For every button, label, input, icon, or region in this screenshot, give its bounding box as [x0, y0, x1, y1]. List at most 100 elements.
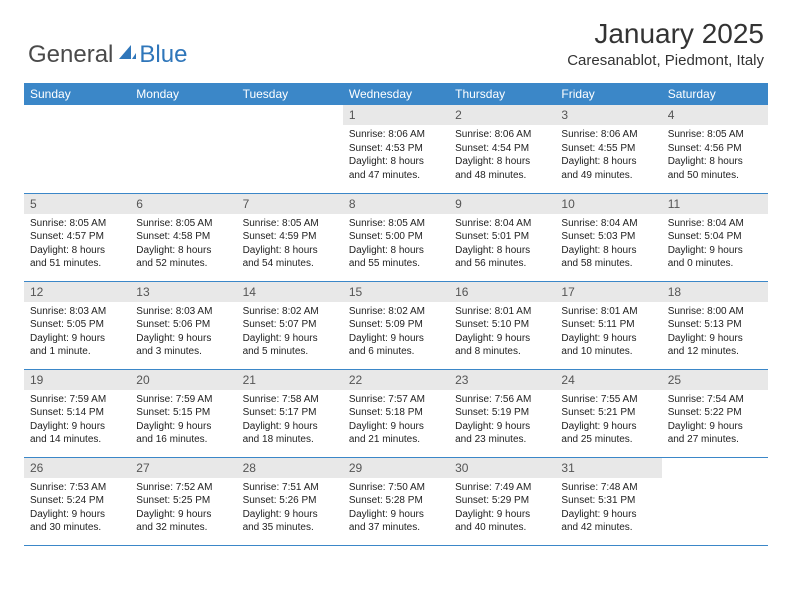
calendar-day-cell: 28Sunrise: 7:51 AMSunset: 5:26 PMDayligh…	[237, 457, 343, 545]
logo: General Blue	[28, 41, 187, 69]
daylight-text-2: and 32 minutes.	[136, 521, 230, 535]
day-details: Sunrise: 7:49 AMSunset: 5:29 PMDaylight:…	[449, 478, 555, 538]
calendar-day-cell: 31Sunrise: 7:48 AMSunset: 5:31 PMDayligh…	[555, 457, 661, 545]
day-details: Sunrise: 8:05 AMSunset: 4:58 PMDaylight:…	[130, 214, 236, 274]
calendar-day-cell: 8Sunrise: 8:05 AMSunset: 5:00 PMDaylight…	[343, 193, 449, 281]
daylight-text-2: and 48 minutes.	[455, 169, 549, 183]
daylight-text-1: Daylight: 9 hours	[243, 508, 337, 522]
daylight-text-1: Daylight: 9 hours	[561, 420, 655, 434]
daylight-text-1: Daylight: 9 hours	[30, 332, 124, 346]
daylight-text-2: and 0 minutes.	[668, 257, 762, 271]
calendar-week-row: 19Sunrise: 7:59 AMSunset: 5:14 PMDayligh…	[24, 369, 768, 457]
daylight-text-2: and 8 minutes.	[455, 345, 549, 359]
calendar-day-cell: 13Sunrise: 8:03 AMSunset: 5:06 PMDayligh…	[130, 281, 236, 369]
calendar-day-cell	[24, 105, 130, 193]
calendar-day-cell: 24Sunrise: 7:55 AMSunset: 5:21 PMDayligh…	[555, 369, 661, 457]
day-number: 26	[24, 458, 130, 478]
sunrise-text: Sunrise: 8:01 AM	[455, 305, 549, 319]
daylight-text-2: and 50 minutes.	[668, 169, 762, 183]
daylight-text-1: Daylight: 9 hours	[455, 420, 549, 434]
day-number: 12	[24, 282, 130, 302]
sunset-text: Sunset: 5:17 PM	[243, 406, 337, 420]
daylight-text-2: and 58 minutes.	[561, 257, 655, 271]
day-number: 2	[449, 105, 555, 125]
day-number: 3	[555, 105, 661, 125]
sunset-text: Sunset: 5:31 PM	[561, 494, 655, 508]
daylight-text-1: Daylight: 8 hours	[243, 244, 337, 258]
daylight-text-1: Daylight: 9 hours	[349, 332, 443, 346]
daylight-text-1: Daylight: 8 hours	[455, 244, 549, 258]
daylight-text-2: and 27 minutes.	[668, 433, 762, 447]
daylight-text-2: and 37 minutes.	[349, 521, 443, 535]
weekday-header: Sunday	[24, 83, 130, 105]
day-number: 15	[343, 282, 449, 302]
sunset-text: Sunset: 5:03 PM	[561, 230, 655, 244]
sunset-text: Sunset: 5:05 PM	[30, 318, 124, 332]
calendar-header-row: SundayMondayTuesdayWednesdayThursdayFrid…	[24, 83, 768, 105]
logo-text-blue: Blue	[139, 41, 187, 69]
sunrise-text: Sunrise: 7:56 AM	[455, 393, 549, 407]
sunset-text: Sunset: 5:00 PM	[349, 230, 443, 244]
daylight-text-1: Daylight: 8 hours	[668, 155, 762, 169]
daylight-text-2: and 54 minutes.	[243, 257, 337, 271]
sunrise-text: Sunrise: 7:55 AM	[561, 393, 655, 407]
sunrise-text: Sunrise: 8:05 AM	[349, 217, 443, 231]
day-details: Sunrise: 8:04 AMSunset: 5:03 PMDaylight:…	[555, 214, 661, 274]
daylight-text-1: Daylight: 8 hours	[455, 155, 549, 169]
sunset-text: Sunset: 5:07 PM	[243, 318, 337, 332]
calendar-day-cell: 2Sunrise: 8:06 AMSunset: 4:54 PMDaylight…	[449, 105, 555, 193]
calendar-day-cell: 16Sunrise: 8:01 AMSunset: 5:10 PMDayligh…	[449, 281, 555, 369]
day-number: 20	[130, 370, 236, 390]
daylight-text-2: and 1 minute.	[30, 345, 124, 359]
logo-text-general: General	[28, 41, 113, 69]
calendar-day-cell: 6Sunrise: 8:05 AMSunset: 4:58 PMDaylight…	[130, 193, 236, 281]
sunset-text: Sunset: 4:57 PM	[30, 230, 124, 244]
calendar-week-row: 5Sunrise: 8:05 AMSunset: 4:57 PMDaylight…	[24, 193, 768, 281]
sunset-text: Sunset: 5:18 PM	[349, 406, 443, 420]
calendar-day-cell: 17Sunrise: 8:01 AMSunset: 5:11 PMDayligh…	[555, 281, 661, 369]
day-number: 16	[449, 282, 555, 302]
sunrise-text: Sunrise: 7:58 AM	[243, 393, 337, 407]
daylight-text-2: and 55 minutes.	[349, 257, 443, 271]
day-details: Sunrise: 7:51 AMSunset: 5:26 PMDaylight:…	[237, 478, 343, 538]
day-details: Sunrise: 7:57 AMSunset: 5:18 PMDaylight:…	[343, 390, 449, 450]
daylight-text-1: Daylight: 8 hours	[349, 244, 443, 258]
daylight-text-2: and 35 minutes.	[243, 521, 337, 535]
calendar-day-cell	[130, 105, 236, 193]
day-number: 23	[449, 370, 555, 390]
day-number: 9	[449, 194, 555, 214]
day-details: Sunrise: 8:02 AMSunset: 5:07 PMDaylight:…	[237, 302, 343, 362]
sunrise-text: Sunrise: 7:53 AM	[30, 481, 124, 495]
daylight-text-2: and 25 minutes.	[561, 433, 655, 447]
daylight-text-2: and 52 minutes.	[136, 257, 230, 271]
sunset-text: Sunset: 5:26 PM	[243, 494, 337, 508]
day-number: 14	[237, 282, 343, 302]
sunset-text: Sunset: 5:11 PM	[561, 318, 655, 332]
daylight-text-2: and 12 minutes.	[668, 345, 762, 359]
sunrise-text: Sunrise: 7:49 AM	[455, 481, 549, 495]
day-number: 31	[555, 458, 661, 478]
calendar-day-cell: 25Sunrise: 7:54 AMSunset: 5:22 PMDayligh…	[662, 369, 768, 457]
sunrise-text: Sunrise: 8:02 AM	[349, 305, 443, 319]
calendar-day-cell: 10Sunrise: 8:04 AMSunset: 5:03 PMDayligh…	[555, 193, 661, 281]
daylight-text-2: and 21 minutes.	[349, 433, 443, 447]
day-details: Sunrise: 7:59 AMSunset: 5:15 PMDaylight:…	[130, 390, 236, 450]
calendar-day-cell: 12Sunrise: 8:03 AMSunset: 5:05 PMDayligh…	[24, 281, 130, 369]
day-details: Sunrise: 8:05 AMSunset: 4:59 PMDaylight:…	[237, 214, 343, 274]
day-details: Sunrise: 8:02 AMSunset: 5:09 PMDaylight:…	[343, 302, 449, 362]
calendar-day-cell: 30Sunrise: 7:49 AMSunset: 5:29 PMDayligh…	[449, 457, 555, 545]
day-details: Sunrise: 8:01 AMSunset: 5:11 PMDaylight:…	[555, 302, 661, 362]
sunset-text: Sunset: 5:14 PM	[30, 406, 124, 420]
sunrise-text: Sunrise: 8:06 AM	[455, 128, 549, 142]
day-number: 25	[662, 370, 768, 390]
sunrise-text: Sunrise: 7:57 AM	[349, 393, 443, 407]
sunset-text: Sunset: 5:09 PM	[349, 318, 443, 332]
day-number: 24	[555, 370, 661, 390]
day-number: 30	[449, 458, 555, 478]
day-number: 27	[130, 458, 236, 478]
sunrise-text: Sunrise: 8:00 AM	[668, 305, 762, 319]
sunset-text: Sunset: 5:25 PM	[136, 494, 230, 508]
daylight-text-2: and 16 minutes.	[136, 433, 230, 447]
calendar-day-cell: 5Sunrise: 8:05 AMSunset: 4:57 PMDaylight…	[24, 193, 130, 281]
sunrise-text: Sunrise: 7:51 AM	[243, 481, 337, 495]
